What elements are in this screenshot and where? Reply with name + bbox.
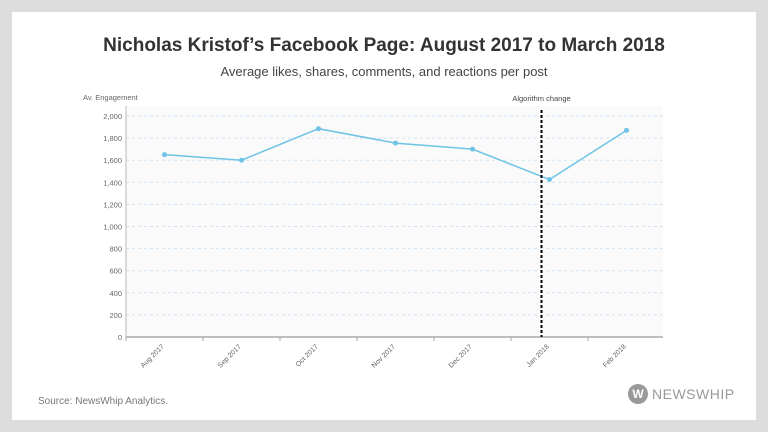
data-point bbox=[239, 157, 244, 163]
y-tick-label: 1,600 bbox=[103, 156, 122, 165]
data-point bbox=[547, 177, 552, 183]
y-tick-label: 800 bbox=[109, 245, 122, 254]
data-point bbox=[316, 126, 321, 132]
source-note: Source: NewsWhip Analytics. bbox=[38, 396, 169, 407]
x-tick-label: Feb 2018 bbox=[602, 343, 628, 369]
y-tick-label: 1,800 bbox=[103, 134, 122, 143]
logo-icon: W bbox=[628, 384, 648, 404]
x-tick-label: Oct 2017 bbox=[295, 343, 320, 368]
x-tick-label: Dec 2017 bbox=[448, 343, 474, 369]
y-tick-label: 600 bbox=[109, 267, 122, 276]
newswhip-logo: W NEWSWHIP bbox=[628, 384, 735, 404]
chart-subtitle: Average likes, shares, comments, and rea… bbox=[220, 64, 548, 79]
logo-text: NEWSWHIP bbox=[652, 386, 735, 402]
plot-area bbox=[126, 106, 663, 337]
data-point bbox=[162, 152, 167, 158]
data-point bbox=[470, 146, 475, 152]
data-point bbox=[624, 127, 629, 133]
x-tick-label: Sep 2017 bbox=[217, 343, 243, 369]
y-tick-label: 0 bbox=[118, 333, 122, 342]
y-tick-label: 1,200 bbox=[103, 200, 122, 209]
annotation-label: Algorithm change bbox=[512, 94, 570, 103]
y-tick-label: 2,000 bbox=[103, 112, 122, 121]
data-point bbox=[393, 140, 398, 146]
x-tick-label: Aug 2017 bbox=[140, 343, 166, 369]
y-tick-label: 200 bbox=[109, 311, 122, 320]
y-tick-label: 1,000 bbox=[103, 223, 122, 232]
y-tick-label: 1,400 bbox=[103, 178, 122, 187]
chart-title: Nicholas Kristof’s Facebook Page: August… bbox=[103, 35, 665, 56]
x-tick-label: Jan 2018 bbox=[526, 343, 551, 368]
y-axis-label: Av. Engagement bbox=[83, 93, 139, 102]
y-tick-label: 400 bbox=[109, 289, 122, 298]
x-tick-label: Nov 2017 bbox=[371, 343, 397, 369]
